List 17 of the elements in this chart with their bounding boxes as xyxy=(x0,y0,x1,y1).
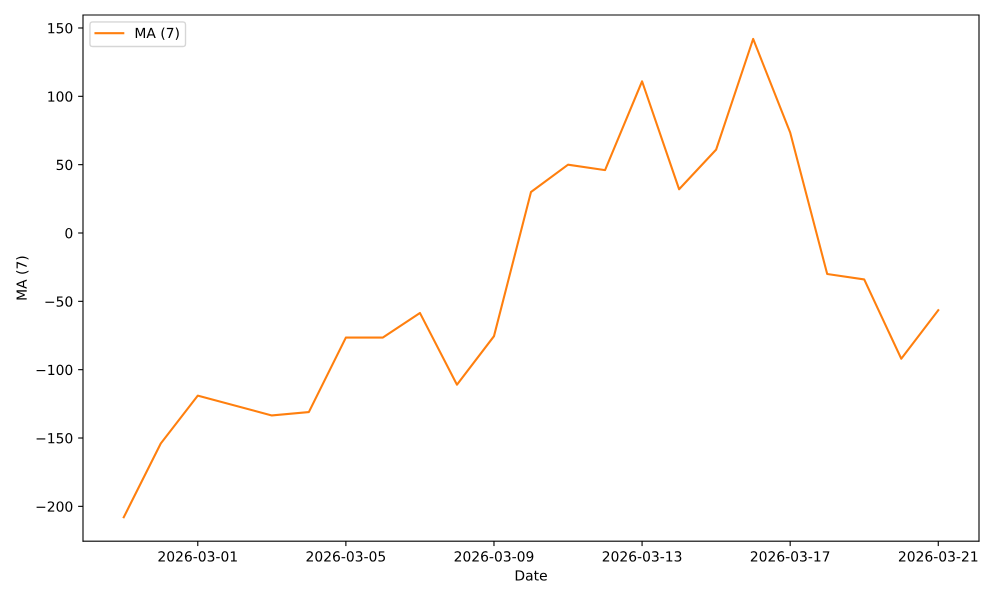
x-tick-label: 2026-03-09 xyxy=(454,551,534,562)
x-tick-label: 2026-03-21 xyxy=(898,551,978,562)
y-tick-label: 50 xyxy=(56,160,72,170)
y-tick-label: 100 xyxy=(48,91,72,102)
x-tick-label: 2026-03-13 xyxy=(602,551,682,562)
y-axis-title: MA (7) xyxy=(16,256,29,300)
y-tick-label: −100 xyxy=(36,364,72,376)
y-tick-label: 0 xyxy=(65,228,72,238)
x-axis-title: Date xyxy=(516,570,547,581)
y-tick-label: −50 xyxy=(45,296,72,307)
y-tick-label: 150 xyxy=(48,22,72,34)
x-tick-label: 2026-03-01 xyxy=(158,551,237,562)
x-tick-label: 2026-03-05 xyxy=(306,551,386,562)
y-tick-label: −200 xyxy=(36,501,72,512)
legend-label: MA (7) xyxy=(136,28,179,40)
x-tick-label: 2026-03-17 xyxy=(750,551,830,562)
y-tick-label: −150 xyxy=(36,432,72,444)
